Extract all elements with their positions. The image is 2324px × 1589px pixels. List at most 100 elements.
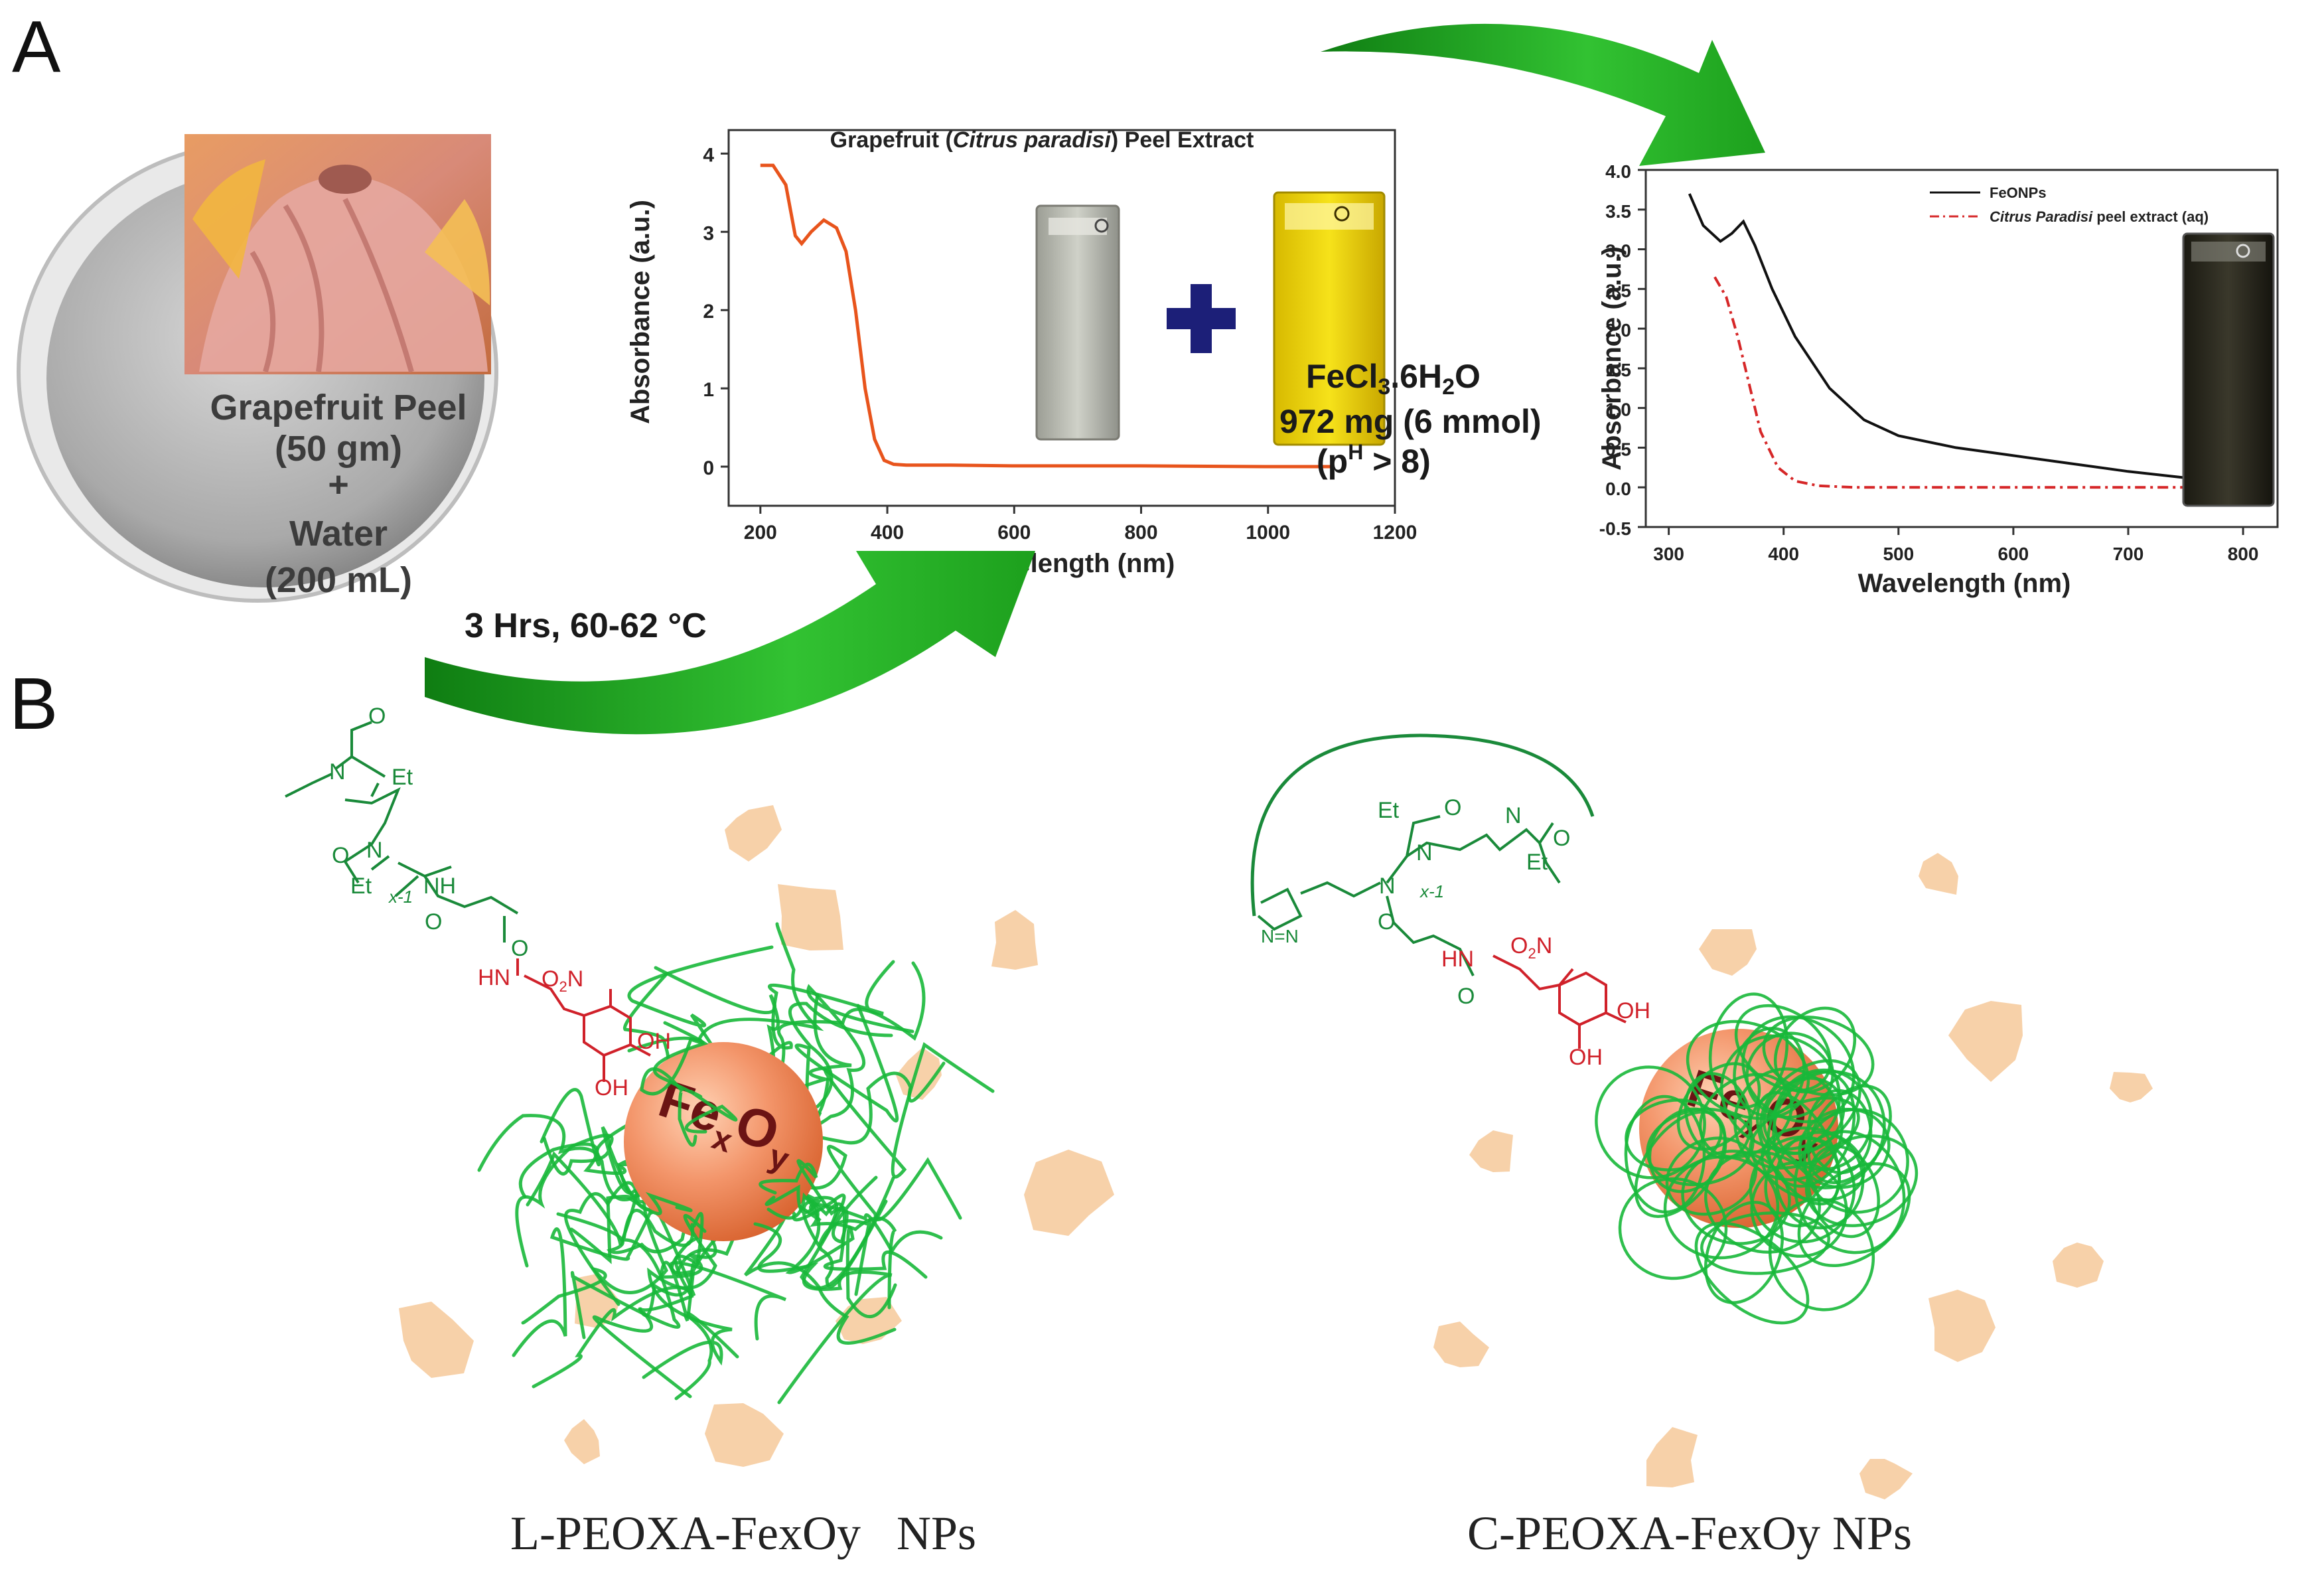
flake <box>1469 1130 1513 1172</box>
flake <box>725 805 782 862</box>
chart0-ytick-label: 1 <box>703 379 714 401</box>
chart0-ytick-label: 2 <box>703 301 714 323</box>
chart1-ytick-label: 2.5 <box>1605 280 1631 301</box>
chart1-ytick-label: 0.0 <box>1605 479 1631 499</box>
polymer-loop <box>1719 1034 1842 1151</box>
chart1-ytick-label: 3.5 <box>1605 201 1631 222</box>
left-chem-nh: NH <box>423 873 456 899</box>
chart1-series-0-line <box>1688 193 2244 483</box>
chart1-ylabel: Absorbance (a.u.) <box>626 200 655 424</box>
flake <box>1433 1322 1489 1367</box>
polymer-loop <box>1807 1144 1880 1239</box>
right-chem-o4: O <box>1457 984 1475 1009</box>
peel-line5: (200 mL) <box>265 560 412 600</box>
flake <box>399 1302 474 1378</box>
polymer-loop <box>1760 1126 1866 1202</box>
left-chem-hn: HN <box>478 965 510 990</box>
polymer-strand <box>759 1159 878 1244</box>
peel-line4: Water <box>289 514 388 554</box>
left-chem-o3: O <box>425 909 442 935</box>
left-chem-o2n: O2N <box>542 966 583 995</box>
peel-line3: + <box>328 465 349 504</box>
flake <box>2053 1243 2104 1288</box>
right-chem-et2: Et <box>1526 850 1548 875</box>
flake <box>1859 1459 1913 1499</box>
plus-icon <box>1167 284 1236 353</box>
polymer-loop <box>1750 1161 1848 1258</box>
polymer-strand <box>753 1222 893 1404</box>
caption-cyclic: C-PEOXA-FexOy NPs <box>1467 1507 1912 1560</box>
polymer-loop <box>1806 1089 1873 1175</box>
left-chem-oh2: OH <box>595 1075 628 1100</box>
chart1-xtick-label: 400 <box>1768 544 1799 564</box>
right-chem-o2: O <box>1553 826 1570 851</box>
right-chem-triazole: N=N <box>1261 926 1299 946</box>
chart0-xtick-label: 1000 <box>1246 522 1290 544</box>
chart1-ytick-label: 2.0 <box>1605 320 1631 340</box>
chart1-xtick-label: 300 <box>1653 544 1684 564</box>
arrow-synthesis-to-product <box>1321 23 1765 166</box>
linear-peoxa-structure: O Et N N O Et x-1 NH O O HN O2N OH OH <box>285 704 671 1100</box>
polymer-loop <box>1745 1031 1834 1119</box>
chart1-ytick-label: 0.5 <box>1605 439 1631 459</box>
right-chem-o3: O <box>1378 909 1395 935</box>
left-chem-n1: N <box>329 759 346 785</box>
polymer-strand <box>764 1184 888 1288</box>
dark-cuvette <box>2182 232 2275 507</box>
peel-line2: (50 gm) <box>275 429 402 469</box>
chart1-ytick-label: 1.0 <box>1605 400 1631 420</box>
polymer-loop <box>1700 1211 1830 1275</box>
right-chem-hn: HN <box>1441 946 1474 972</box>
reagent-amount: 972 mg (6 mmol) <box>1279 403 1542 440</box>
polymer-loop <box>1766 1070 1856 1188</box>
legend-label-feonps: FeONPs <box>1990 185 2047 201</box>
right-chem-et1: Et <box>1378 798 1400 823</box>
left-chem-et2: Et <box>350 873 372 899</box>
peel-line1: Grapefruit Peel <box>210 388 467 427</box>
arrow-extract-to-synthesis <box>425 551 1035 735</box>
chart1-xtick-label: 700 <box>2113 544 2144 564</box>
left-chem-x1: x-1 <box>388 887 413 907</box>
right-chem-n1: N <box>1416 840 1433 866</box>
flake <box>991 910 1038 970</box>
chart2-frame <box>1644 169 2279 528</box>
flake <box>2110 1072 2153 1102</box>
right-chem-n2: N <box>1505 803 1522 828</box>
flake <box>896 1047 942 1100</box>
panel-label-b: B <box>9 663 58 745</box>
reaction-condition: 3 Hrs, 60-62 °C <box>465 607 707 645</box>
flake <box>1919 853 1958 895</box>
polymer-loop <box>1625 1098 1723 1172</box>
left-chem-oh1: OH <box>637 1029 671 1054</box>
flake <box>1699 929 1757 976</box>
left-chem-n2: N <box>366 838 383 863</box>
cyclic-peoxa-nanoparticle: FexOy <box>1595 992 1919 1325</box>
polymer-loop <box>1595 1065 1706 1179</box>
chart1-ytick-label: 1.5 <box>1605 360 1631 380</box>
chart1-frame <box>727 129 1396 507</box>
cyclic-polymer-loops <box>1595 992 1919 1325</box>
polymer-strand <box>627 1036 738 1134</box>
chart1-title: Grapefruit (Citrus paradisi) Peel Extrac… <box>830 127 1254 153</box>
grapefruit-photo <box>184 134 491 374</box>
chart2-ylabel: Absorbance (a.u.) <box>1597 246 1627 471</box>
flake <box>1948 1001 2023 1082</box>
right-chem-o2n: O2N <box>1510 933 1552 962</box>
clear-cuvette <box>1035 204 1120 441</box>
chart1-ytick-label: 3.0 <box>1605 241 1631 262</box>
chart-feonps-absorbance: Wavelength (nm) Absorbance (a.u.) 300 400… <box>1597 161 2279 598</box>
flake <box>705 1403 784 1467</box>
reagent-formula: FeCl3.6H2O <box>1306 358 1481 400</box>
flake <box>1928 1290 1996 1362</box>
chart0-series-0-line <box>760 163 1332 469</box>
chart0-xtick-label: 600 <box>997 522 1031 544</box>
right-chem-oh2: OH <box>1569 1045 1603 1070</box>
polymer-loop <box>1773 1006 1857 1094</box>
polymer-loop <box>1733 1067 1844 1181</box>
caption-linear: L-PEOXA-FexOy NPs <box>510 1507 976 1560</box>
chart1-xtick-label: 800 <box>2228 544 2259 564</box>
polymer-loop <box>1793 1130 1906 1254</box>
polymer-loop <box>1676 1062 1761 1151</box>
flake <box>1024 1150 1114 1236</box>
left-chem-o1: O <box>368 704 386 729</box>
